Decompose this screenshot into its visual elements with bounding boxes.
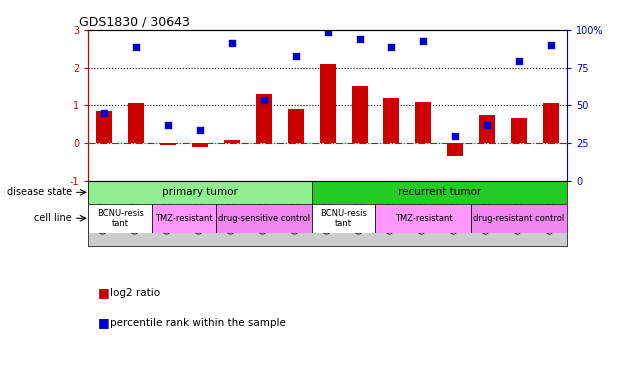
Point	[355, 36, 365, 42]
Bar	[312, 181, 567, 204]
Text: ■: ■	[98, 286, 110, 299]
Bar	[256, 94, 272, 143]
Point	[163, 122, 173, 128]
Point	[290, 53, 301, 59]
Bar	[479, 115, 495, 143]
Text: TMZ-resistant: TMZ-resistant	[155, 214, 213, 223]
Point	[195, 127, 205, 133]
Bar	[447, 143, 463, 156]
Text: drug-sensitive control: drug-sensitive control	[218, 214, 310, 223]
Point	[450, 133, 461, 139]
Point	[482, 122, 492, 128]
Point	[227, 40, 237, 46]
Bar	[192, 143, 208, 147]
Point	[259, 97, 269, 103]
Point	[99, 110, 109, 116]
Point	[514, 58, 524, 64]
Bar	[216, 204, 312, 232]
Bar	[96, 111, 112, 143]
Bar	[88, 181, 312, 204]
Bar	[152, 204, 216, 232]
Bar	[384, 98, 399, 143]
Text: BCNU-resis
tant: BCNU-resis tant	[96, 209, 144, 228]
Text: log2 ratio: log2 ratio	[110, 288, 161, 297]
Text: recurrent tumor: recurrent tumor	[398, 188, 481, 197]
Bar	[471, 204, 567, 232]
Point	[418, 38, 428, 44]
Bar	[511, 118, 527, 143]
Point	[323, 29, 333, 35]
Bar	[288, 109, 304, 143]
Point	[546, 42, 556, 48]
Bar	[415, 102, 432, 143]
Bar	[88, 204, 152, 232]
Bar	[319, 64, 336, 143]
Bar	[543, 104, 559, 143]
Point	[386, 44, 396, 50]
Text: primary tumor: primary tumor	[162, 188, 238, 197]
Bar	[224, 140, 240, 143]
Bar	[352, 87, 367, 143]
Bar	[128, 104, 144, 143]
Text: BCNU-resis
tant: BCNU-resis tant	[320, 209, 367, 228]
Text: percentile rank within the sample: percentile rank within the sample	[110, 318, 286, 327]
Text: ■: ■	[98, 316, 110, 329]
Text: TMZ-resistant: TMZ-resistant	[394, 214, 452, 223]
Bar	[375, 204, 471, 232]
Point	[131, 44, 141, 50]
Text: disease state: disease state	[7, 188, 72, 197]
Title: GDS1830 / 30643: GDS1830 / 30643	[79, 16, 190, 29]
Bar	[312, 204, 375, 232]
Bar	[160, 143, 176, 145]
Text: cell line: cell line	[35, 213, 72, 223]
Text: drug-resistant control: drug-resistant control	[474, 214, 564, 223]
